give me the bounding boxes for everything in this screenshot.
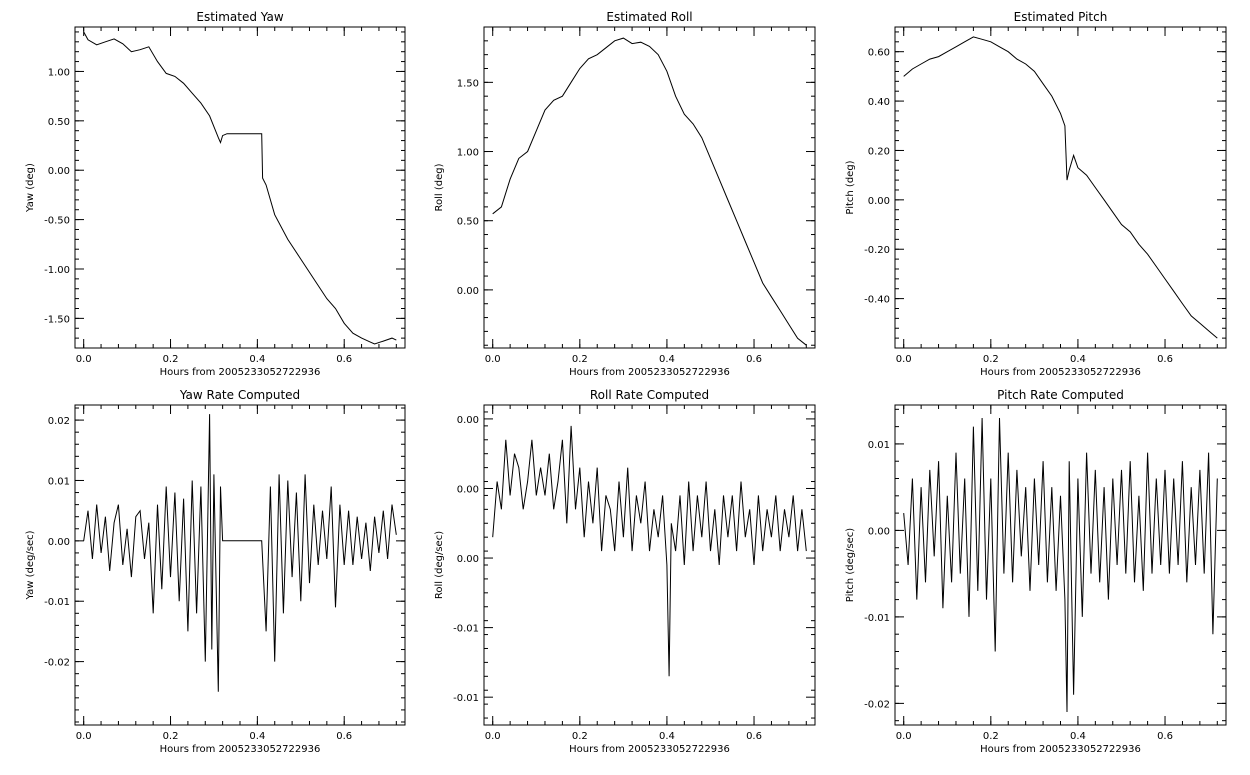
y-tick-label: -1.50 <box>44 314 70 325</box>
x-tick-label: 0.0 <box>485 354 501 365</box>
x-tick-label: 0.2 <box>983 354 999 365</box>
plot-frame <box>74 26 406 349</box>
panel-yaw: 0.0 0.2 0.4 0.6 -1.50 -1.00 -0.50 0.00 0.50 1.00 E… <box>25 10 406 378</box>
y-axis-label: Pitch (deg) <box>845 160 856 214</box>
chart-title: Estimated Roll <box>606 10 692 24</box>
x-tick-label: 0.0 <box>76 731 92 742</box>
y-tick-label: 0.01 <box>868 440 890 451</box>
chart-title: Estimated Pitch <box>1014 10 1108 24</box>
y-axis-label: Pitch (deg/sec) <box>845 528 856 603</box>
panel-roll: 0.0 0.2 0.4 0.6 0.00 0.50 1.00 1.50 Estimated Ro… <box>434 10 816 378</box>
y-tick-label: 0.01 <box>48 476 70 487</box>
x-tick-label: 0.4 <box>249 354 265 365</box>
x-tick-label: 0.0 <box>896 354 912 365</box>
y-tick-label: 0.00 <box>457 484 479 495</box>
y-tick-label: 0.00 <box>868 196 890 207</box>
panel-pitch: 0.0 0.2 0.4 0.6 -0.40 -0.20 0.00 0.20 0.40 0.60 Es… <box>845 10 1227 378</box>
plot-frame <box>74 404 406 726</box>
x-tick-label: 0.6 <box>1157 354 1173 365</box>
x-axis-label: Hours from 2005233052722936 <box>569 367 730 378</box>
x-tick-label: 0.6 <box>336 731 352 742</box>
y-tick-label: -0.01 <box>453 624 479 635</box>
x-axis-label: Hours from 2005233052722936 <box>160 367 321 378</box>
y-tick-label: -0.40 <box>864 295 890 306</box>
y-tick-label: 0.50 <box>48 117 70 128</box>
x-axis-label: Hours from 2005233052722936 <box>160 744 321 755</box>
y-tick-label: 1.50 <box>457 78 479 89</box>
chart-title: Yaw Rate Computed <box>179 388 300 402</box>
x-tick-label: 0.4 <box>1070 731 1086 742</box>
y-tick-label: 0.00 <box>48 537 70 548</box>
plot-frame <box>483 404 816 726</box>
y-tick-label: 0.00 <box>48 166 70 177</box>
y-tick-label: -0.50 <box>44 216 70 227</box>
x-tick-label: 0.6 <box>1157 731 1173 742</box>
y-tick-label: 0.02 <box>48 416 70 427</box>
y-axis-label: Yaw (deg) <box>25 163 36 213</box>
x-tick-label: 0.4 <box>1070 354 1086 365</box>
y-tick-label: -0.02 <box>44 658 70 669</box>
x-tick-label: 0.2 <box>163 731 179 742</box>
chart-title: Estimated Yaw <box>196 10 283 24</box>
x-tick-label: 0.6 <box>746 354 762 365</box>
y-tick-label: 1.00 <box>457 148 479 159</box>
series-line-roll_rate <box>492 425 807 677</box>
y-axis-label: Roll (deg/sec) <box>434 531 445 599</box>
x-tick-label: 0.0 <box>76 354 92 365</box>
x-tick-label: 0.4 <box>249 731 265 742</box>
x-tick-label: 0.6 <box>746 731 762 742</box>
y-tick-label: 0.60 <box>868 48 890 59</box>
y-axis-label: Yaw (deg/sec) <box>25 530 36 600</box>
y-tick-label: 0.40 <box>868 97 890 108</box>
x-tick-label: 0.2 <box>572 354 588 365</box>
panel-roll_rate: 0.0 0.2 0.4 0.6 -0.01 -0.01 0.00 0.00 0.00 Roll R… <box>434 388 816 755</box>
x-axis-label: Hours from 2005233052722936 <box>980 744 1141 755</box>
chart-title: Roll Rate Computed <box>590 388 709 402</box>
y-axis-label: Roll (deg) <box>434 163 445 211</box>
y-tick-label: -0.01 <box>453 693 479 704</box>
y-tick-label: 1.00 <box>48 67 70 78</box>
x-tick-label: 0.4 <box>659 731 675 742</box>
y-tick-label: -0.02 <box>864 699 890 710</box>
plot-frame <box>483 26 816 349</box>
chart-title: Pitch Rate Computed <box>997 388 1124 402</box>
y-tick-label: -1.00 <box>44 265 70 276</box>
y-tick-label: -0.01 <box>44 597 70 608</box>
y-tick-label: -0.20 <box>864 245 890 256</box>
panel-pitch_rate: 0.0 0.2 0.4 0.6 -0.02 -0.01 0.00 0.01 Pitch Rate… <box>845 388 1227 755</box>
x-tick-label: 0.0 <box>485 731 501 742</box>
series-line-yaw_rate <box>83 414 397 692</box>
y-tick-label: 0.00 <box>868 526 890 537</box>
x-tick-label: 0.2 <box>163 354 179 365</box>
y-tick-label: 0.00 <box>457 286 479 297</box>
y-tick-label: 0.50 <box>457 217 479 228</box>
x-axis-label: Hours from 2005233052722936 <box>980 367 1141 378</box>
series-line-pitch_rate <box>903 417 1218 713</box>
x-tick-label: 0.6 <box>336 354 352 365</box>
y-tick-label: 0.00 <box>457 554 479 565</box>
series-line-roll <box>492 37 807 346</box>
x-tick-label: 0.0 <box>896 731 912 742</box>
plot-frame <box>894 26 1227 349</box>
series-line-pitch <box>903 36 1218 339</box>
y-tick-label: -0.01 <box>864 613 890 624</box>
x-tick-label: 0.4 <box>659 354 675 365</box>
x-axis-label: Hours from 2005233052722936 <box>569 744 730 755</box>
panel-yaw_rate: 0.0 0.2 0.4 0.6 -0.02 -0.01 0.00 0.01 0.02 Yaw Ra… <box>25 388 406 755</box>
y-tick-label: 0.20 <box>868 146 890 157</box>
y-tick-label: 0.00 <box>457 415 479 426</box>
x-tick-label: 0.2 <box>983 731 999 742</box>
x-tick-label: 0.2 <box>572 731 588 742</box>
series-line-yaw <box>83 31 397 345</box>
